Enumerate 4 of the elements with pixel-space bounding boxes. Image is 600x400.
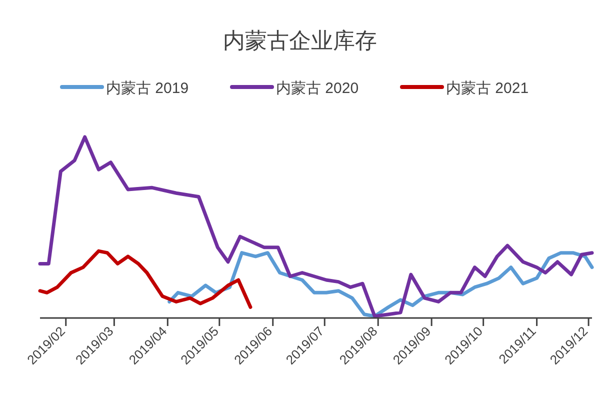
legend-label: 内蒙古 2019 xyxy=(106,80,189,97)
legend-label: 内蒙古 2020 xyxy=(276,80,359,97)
chart-title: 内蒙古企业库存 xyxy=(223,28,377,53)
legend-label: 内蒙古 2021 xyxy=(446,80,529,97)
